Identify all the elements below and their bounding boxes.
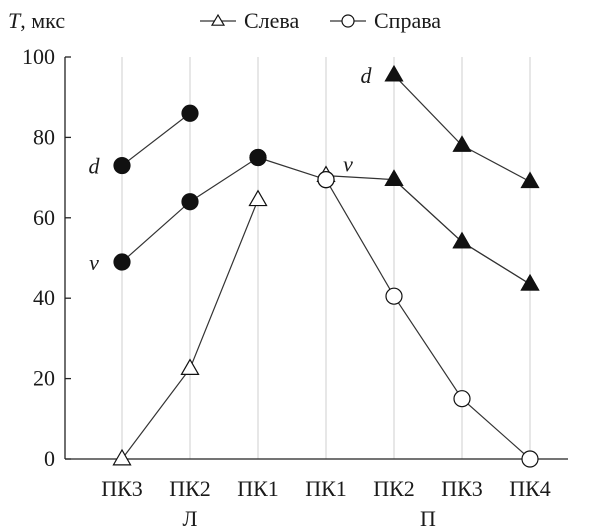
data-point	[249, 148, 267, 167]
data-point	[180, 358, 200, 375]
data-point	[181, 104, 199, 122]
series-layer	[112, 64, 540, 468]
y-axis-label: T, мкс	[8, 8, 65, 33]
legend-entry: Слева	[200, 8, 300, 33]
y-tick-label: 0	[44, 446, 55, 471]
tick-labels: 0 20 40 60 80 100 ПК3 ПК2 ПК1 ПК1 ПК2 ПК3 ПК4 Л П	[22, 44, 551, 531]
annotation: d	[89, 154, 101, 179]
data-point	[452, 231, 472, 249]
y-tick-label: 40	[33, 285, 55, 310]
x-tick-label: ПК1	[237, 476, 279, 501]
y-tick-label: 100	[22, 44, 55, 69]
y-axis-label-unit: , мкс	[20, 8, 65, 33]
series-3	[113, 148, 267, 271]
data-point	[520, 171, 540, 189]
annotation: d	[361, 63, 373, 88]
series-5	[384, 64, 540, 189]
group-label: Л	[183, 506, 198, 531]
y-tick-label: 60	[33, 205, 55, 230]
data-point	[248, 189, 268, 207]
series-line	[257, 156, 327, 181]
series-0	[112, 189, 268, 466]
group-label: П	[420, 506, 436, 531]
y-tick-label: 80	[33, 124, 55, 149]
legend-label: Справа	[374, 8, 441, 33]
data-point	[521, 450, 539, 468]
annotation: v	[89, 250, 99, 275]
data-point	[385, 287, 403, 305]
data-point	[384, 64, 404, 82]
legend-entry: Справа	[330, 8, 441, 33]
data-point	[112, 448, 132, 466]
annotations: d v d v	[89, 63, 373, 275]
legend-marker	[210, 13, 226, 26]
grid	[121, 57, 531, 459]
x-tick-label: ПК2	[169, 476, 211, 501]
data-point	[317, 171, 335, 189]
series-7	[317, 171, 539, 468]
data-point	[520, 273, 540, 291]
x-tick-label: ПК3	[101, 476, 143, 501]
data-point	[453, 390, 471, 408]
x-tick-label: ПК2	[373, 476, 415, 501]
legend: Слева Справа	[200, 8, 441, 33]
data-point	[384, 169, 404, 187]
series-2	[113, 104, 199, 175]
series-line	[121, 112, 191, 167]
data-point	[181, 193, 199, 211]
series-line	[325, 179, 531, 460]
axes	[64, 56, 568, 460]
series-4	[316, 165, 540, 291]
series-6	[384, 169, 540, 291]
x-tick-label: ПК4	[509, 476, 551, 501]
data-point	[452, 135, 472, 152]
legend-marker	[341, 14, 355, 28]
annotation: v	[343, 152, 353, 177]
y-axis-label-symbol: T	[8, 8, 22, 33]
series-line	[325, 174, 531, 285]
x-tick-label: ПК3	[441, 476, 483, 501]
legend-label: Слева	[244, 8, 300, 33]
x-tick-label: ПК1	[305, 476, 347, 501]
data-point	[113, 253, 131, 271]
y-tick-label: 20	[33, 366, 55, 391]
data-point	[113, 156, 131, 175]
